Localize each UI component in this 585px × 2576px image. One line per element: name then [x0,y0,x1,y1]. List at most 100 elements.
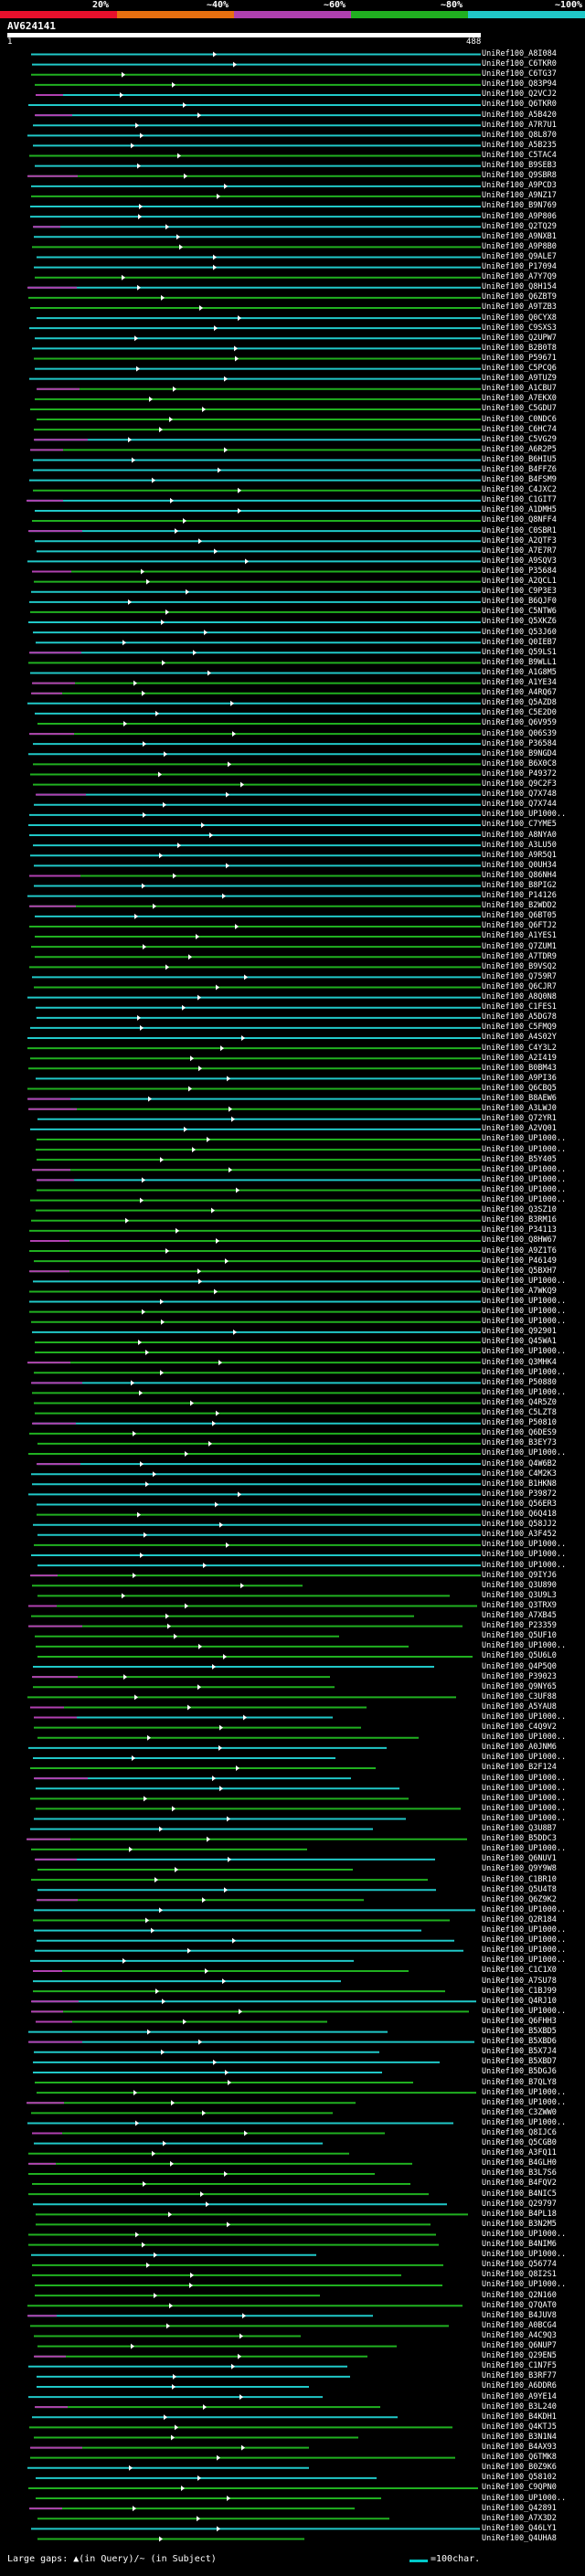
hit-label[interactable]: UniRef100_A4C9Q3 [482,2330,557,2340]
hit-label[interactable]: UniRef100_B3EY73 [482,1438,557,1448]
hit-label[interactable]: UniRef100_UP1000.. [482,1550,567,1560]
hit-label[interactable]: UniRef100_Q56774 [482,2260,557,2270]
hit-label[interactable]: UniRef100_Q8NFF4 [482,515,557,525]
hit-label[interactable]: UniRef100_A3F452 [482,1530,557,1540]
hit-label[interactable]: UniRef100_Q58102 [482,2473,557,2483]
hit-label[interactable]: UniRef100_P36584 [482,738,557,748]
hit-label[interactable]: UniRef100_Q9IYJ6 [482,1570,557,1580]
hit-label[interactable]: UniRef100_Q2UPW7 [482,333,557,343]
hit-label[interactable]: UniRef100_Q4KTJ5 [482,2422,557,2432]
hit-label[interactable]: UniRef100_A5DG78 [482,1012,557,1023]
hit-label[interactable]: UniRef100_Q6DES9 [482,1428,557,1438]
hit-label[interactable]: UniRef100_UP1000.. [482,1164,567,1174]
hit-label[interactable]: UniRef100_B4KDH1 [482,2412,557,2422]
hit-label[interactable]: UniRef100_UP1000.. [482,1307,567,1317]
hit-label[interactable]: UniRef100_Q29797 [482,2199,557,2209]
hit-label[interactable]: UniRef100_B3RM16 [482,1215,557,1225]
hit-label[interactable]: UniRef100_Q0CYX8 [482,313,557,323]
hit-label[interactable]: UniRef100_B5XBD6 [482,2037,557,2047]
hit-label[interactable]: UniRef100_A8Q0N8 [482,992,557,1002]
hit-label[interactable]: UniRef100_B4JUV8 [482,2310,557,2320]
hit-label[interactable]: UniRef100_Q8IJC6 [482,2128,557,2137]
hit-label[interactable]: UniRef100_UP1000.. [482,1367,567,1377]
hit-label[interactable]: UniRef100_UP1000.. [482,1813,567,1823]
hit-label[interactable]: UniRef100_B6HIU5 [482,454,557,464]
hit-label[interactable]: UniRef100_A8NYA0 [482,830,557,840]
hit-label[interactable]: UniRef100_C4Q9V2 [482,1723,557,1733]
hit-label[interactable]: UniRef100_P46149 [482,1256,557,1266]
hit-label[interactable]: UniRef100_Q46LY1 [482,2523,557,2533]
hit-label[interactable]: UniRef100_B4FQV2 [482,2178,557,2189]
hit-label[interactable]: UniRef100_Q5U4T8 [482,1884,557,1894]
hit-label[interactable]: UniRef100_B4FFZ6 [482,465,557,474]
hit-label[interactable]: UniRef100_B3L7S6 [482,2168,557,2178]
hit-label[interactable]: UniRef100_UP1000.. [482,1925,567,1935]
hit-label[interactable]: UniRef100_B5X7J4 [482,2047,557,2057]
hit-label[interactable]: UniRef100_C4JXC2 [482,485,557,495]
hit-label[interactable]: UniRef100_Q2VCJ2 [482,90,557,100]
hit-label[interactable]: UniRef100_B4NIM6 [482,2240,557,2250]
hit-label[interactable]: UniRef100_Q3U9L3 [482,1590,557,1600]
hit-label[interactable]: UniRef100_Q45WA1 [482,1337,557,1347]
hit-label[interactable]: UniRef100_C5VG29 [482,434,557,444]
hit-label[interactable]: UniRef100_B5DDC3 [482,1834,557,1844]
hit-label[interactable]: UniRef100_B6X0C8 [482,758,557,769]
hit-label[interactable]: UniRef100_B6QJF0 [482,597,557,607]
hit-label[interactable]: UniRef100_B2WDD2 [482,901,557,911]
hit-label[interactable]: UniRef100_UP1000.. [482,1347,567,1357]
hit-label[interactable]: UniRef100_UP1000.. [482,1276,567,1286]
hit-label[interactable]: UniRef100_B4FSM9 [482,475,557,485]
hit-label[interactable]: UniRef100_Q4RJ10 [482,1996,557,2006]
hit-label[interactable]: UniRef100_Q7X748 [482,790,557,800]
hit-label[interactable]: UniRef100_Q59LS1 [482,647,557,657]
hit-label[interactable]: UniRef100_A1CBU7 [482,384,557,394]
hit-label[interactable]: UniRef100_UP1000.. [482,1904,567,1914]
hit-label[interactable]: UniRef100_Q6TKR0 [482,100,557,110]
hit-label[interactable]: UniRef100_UP1000.. [482,1733,567,1743]
hit-label[interactable]: UniRef100_P34113 [482,1225,557,1235]
hit-label[interactable]: UniRef100_A5B420 [482,110,557,120]
hit-label[interactable]: UniRef100_A9P8B0 [482,241,557,251]
hit-label[interactable]: UniRef100_A6R2P5 [482,444,557,454]
hit-label[interactable]: UniRef100_A2I419 [482,1053,557,1063]
hit-label[interactable]: UniRef100_Q8H154 [482,282,557,292]
hit-label[interactable]: UniRef100_Q6BT05 [482,911,557,921]
hit-label[interactable]: UniRef100_UP1000.. [482,1387,567,1397]
hit-label[interactable]: UniRef100_UP1000.. [482,1560,567,1570]
hit-label[interactable]: UniRef100_A7TDR9 [482,951,557,961]
hit-label[interactable]: UniRef100_C6TKR0 [482,59,557,69]
hit-label[interactable]: UniRef100_C5E2D0 [482,708,557,718]
hit-label[interactable]: UniRef100_UP1000.. [482,1195,567,1205]
hit-label[interactable]: UniRef100_Q9Y9W8 [482,1864,557,1874]
hit-label[interactable]: UniRef100_P50880 [482,1377,557,1387]
hit-label[interactable]: UniRef100_P35684 [482,566,557,576]
hit-label[interactable]: UniRef100_UP1000.. [482,1783,567,1793]
hit-label[interactable]: UniRef100_Q6TMK8 [482,2453,557,2463]
hit-label[interactable]: UniRef100_A2QCL1 [482,577,557,587]
hit-label[interactable]: UniRef100_Q6NUV1 [482,1854,557,1864]
hit-label[interactable]: UniRef100_B9SEB3 [482,161,557,171]
hit-label[interactable]: UniRef100_Q06S39 [482,728,557,738]
hit-label[interactable]: UniRef100_C6TG37 [482,69,557,80]
hit-label[interactable]: UniRef100_C3ZWW0 [482,2107,557,2117]
hit-label[interactable]: UniRef100_A9P806 [482,211,557,221]
hit-label[interactable]: UniRef100_P59671 [482,353,557,363]
hit-label[interactable]: UniRef100_C1C1X0 [482,1966,557,1976]
hit-label[interactable]: UniRef100_Q0UH34 [482,860,557,870]
hit-label[interactable]: UniRef100_Q42891 [482,2503,557,2513]
hit-label[interactable]: UniRef100_UP1000.. [482,1803,567,1813]
hit-label[interactable]: UniRef100_UP1000.. [482,2006,567,2016]
hit-label[interactable]: UniRef100_Q6Q418 [482,1510,557,1520]
hit-label[interactable]: UniRef100_Q58JJ2 [482,1520,557,1530]
hit-label[interactable]: UniRef100_A7Y7Q9 [482,272,557,282]
hit-label[interactable]: UniRef100_B4GLH0 [482,2158,557,2168]
hit-label[interactable]: UniRef100_C5GDU7 [482,404,557,414]
hit-label[interactable]: UniRef100_Q9NY65 [482,1681,557,1691]
hit-label[interactable]: UniRef100_UP1000.. [482,1184,567,1194]
hit-label[interactable]: UniRef100_UP1000.. [482,1297,567,1306]
hit-label[interactable]: UniRef100_Q2R184 [482,1914,557,1924]
hit-label[interactable]: UniRef100_A9PCD3 [482,181,557,191]
hit-label[interactable]: UniRef100_Q53J60 [482,627,557,637]
hit-label[interactable]: UniRef100_A9NZ17 [482,191,557,201]
hit-label[interactable]: UniRef100_Q5BXH7 [482,1266,557,1276]
